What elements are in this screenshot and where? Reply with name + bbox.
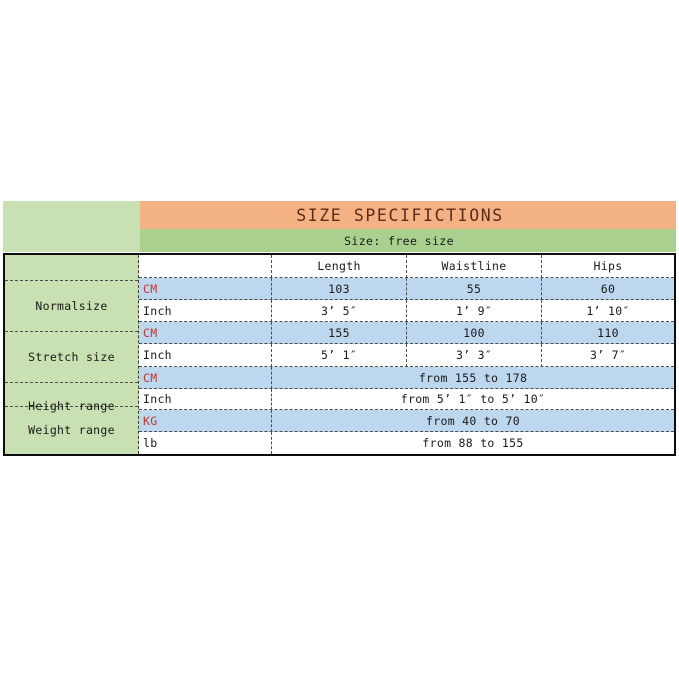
value-waistline: 1’ 9″: [407, 299, 542, 323]
table-header-band: SIZE SPECIFICTIONS Size: free size: [3, 201, 676, 252]
value-length: 103: [272, 277, 407, 300]
value-length: 155: [272, 322, 407, 344]
table-row: Inch 5’ 1″ 3’ 3″ 3’ 7″: [139, 344, 674, 367]
label-divider: [5, 331, 138, 332]
label-divider: [5, 406, 138, 407]
header-right-block: SIZE SPECIFICTIONS Size: free size: [140, 201, 676, 252]
header-cell-unit: [139, 255, 272, 278]
table-row: Inch from 5’ 1″ to 5’ 10″: [139, 388, 674, 411]
value-hips: 1’ 10″: [542, 299, 674, 323]
table-row: lb from 88 to 155: [139, 432, 674, 454]
label-divider: [5, 382, 138, 383]
value-merged-range: from 40 to 70: [272, 410, 674, 433]
free-size-bar: Size: free size: [140, 229, 676, 252]
header-left-green-block: [3, 201, 140, 252]
unit-cell: CM: [139, 366, 272, 389]
row-group-label-weight-range: Weight range: [28, 423, 115, 437]
title-bar: SIZE SPECIFICTIONS: [140, 201, 676, 229]
unit-cell: Inch: [139, 388, 272, 411]
value-hips: 3’ 7″: [542, 344, 674, 367]
row-group-label-height-range: Height range: [28, 399, 115, 413]
table-body: Length Waistline Hips CM 103 55 60 Inch …: [139, 255, 674, 454]
size-table: Normalsize Stretch size Height range Wei…: [3, 253, 676, 456]
unit-cell: CM: [139, 277, 272, 300]
value-waistline: 3’ 3″: [407, 344, 542, 367]
value-merged-range: from 5’ 1″ to 5’ 10″: [272, 388, 674, 411]
value-merged-range: from 88 to 155: [272, 432, 674, 454]
table-row: Inch 3’ 5″ 1’ 9″ 1’ 10″: [139, 299, 674, 323]
value-waistline: 55: [407, 277, 542, 300]
unit-cell: Inch: [139, 344, 272, 367]
header-cell-waistline: Waistline: [407, 255, 542, 278]
table-header-row: Length Waistline Hips: [139, 255, 674, 278]
table-row: CM 155 100 110: [139, 322, 674, 344]
unit-cell: CM: [139, 322, 272, 344]
header-cell-hips: Hips: [542, 255, 674, 278]
row-group-label-normalsize: Normalsize: [35, 298, 108, 313]
row-group-label-stretch-size: Stretch size: [28, 349, 115, 364]
label-divider: [5, 280, 138, 281]
table-row: CM 103 55 60: [139, 277, 674, 300]
table-row: CM from 155 to 178: [139, 366, 674, 389]
free-size-note: Size: free size: [344, 233, 454, 248]
unit-cell: Inch: [139, 299, 272, 323]
table-row: KG from 40 to 70: [139, 410, 674, 433]
value-merged-range: from 155 to 178: [272, 366, 674, 389]
unit-cell: lb: [139, 432, 272, 454]
value-length: 5’ 1″: [272, 344, 407, 367]
page-title: SIZE SPECIFICTIONS: [296, 205, 504, 225]
value-waistline: 100: [407, 322, 542, 344]
value-hips: 110: [542, 322, 674, 344]
value-hips: 60: [542, 277, 674, 300]
row-group-label-column: Normalsize Stretch size Height range Wei…: [5, 255, 139, 454]
header-cell-length: Length: [272, 255, 407, 278]
unit-cell: KG: [139, 410, 272, 433]
value-length: 3’ 5″: [272, 299, 407, 323]
